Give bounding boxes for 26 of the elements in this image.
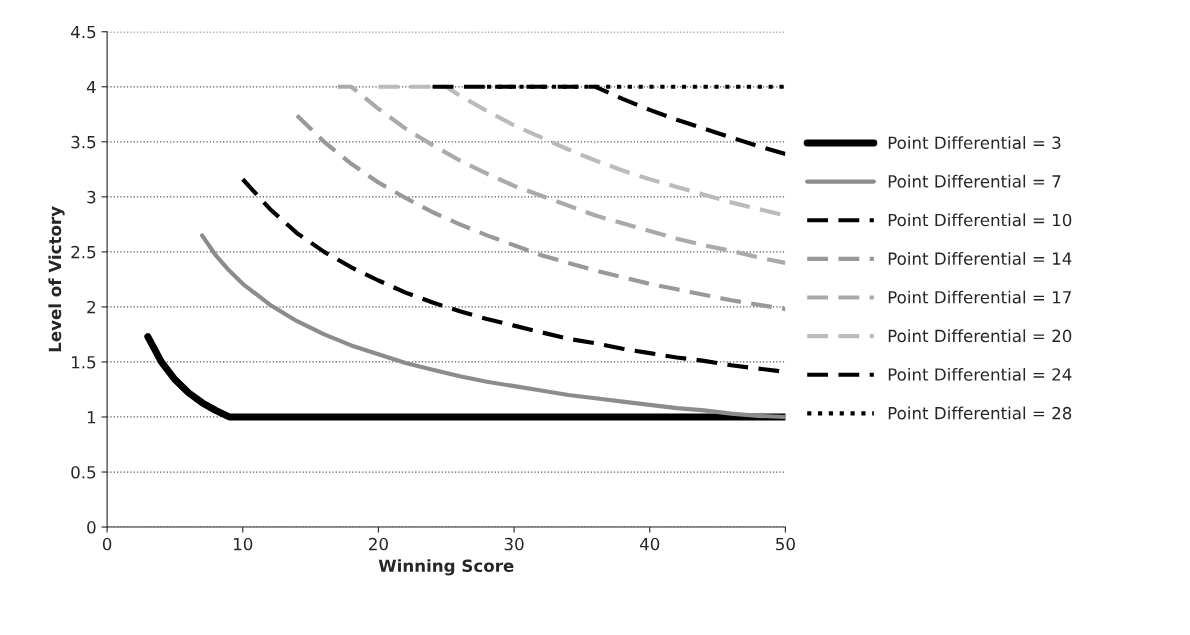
legend-label: Point Differential = 7	[888, 174, 1061, 188]
legend-label: Point Differential = 3	[888, 136, 1061, 150]
y-tick-label: 4.5	[70, 25, 96, 39]
legend-label: Point Differential = 28	[888, 406, 1072, 420]
x-tick-label: 50	[776, 537, 795, 551]
y-tick-label: 0	[87, 521, 96, 534]
y-tick-label: 2	[87, 300, 96, 314]
legend-label: Point Differential = 20	[888, 329, 1072, 343]
legend-label: Point Differential = 10	[888, 213, 1072, 227]
y-tick-label: 1.5	[72, 356, 96, 369]
y-tick-label: 3.5	[71, 135, 96, 149]
x-tick-label: 20	[369, 537, 388, 551]
y-tick-label: 4	[86, 80, 96, 94]
x-tick-label: 30	[504, 537, 524, 551]
x-axis-title: Winning Score	[378, 559, 514, 576]
legend-label: Point Differential = 17	[888, 290, 1071, 304]
y-axis-title: Level of Victory	[48, 206, 65, 352]
y-tick-label: 0.5	[71, 465, 96, 479]
x-tick-label: 10	[233, 537, 253, 551]
y-tick-label: 3	[87, 190, 96, 204]
y-tick-label: 1	[87, 411, 96, 424]
legend-label: Point Differential = 24	[888, 367, 1072, 381]
legend-label: Point Differential = 14	[888, 252, 1072, 265]
y-tick-label: 2.5	[71, 245, 96, 259]
x-tick-label: 40	[639, 537, 660, 551]
x-tick-label: 0	[102, 537, 112, 551]
